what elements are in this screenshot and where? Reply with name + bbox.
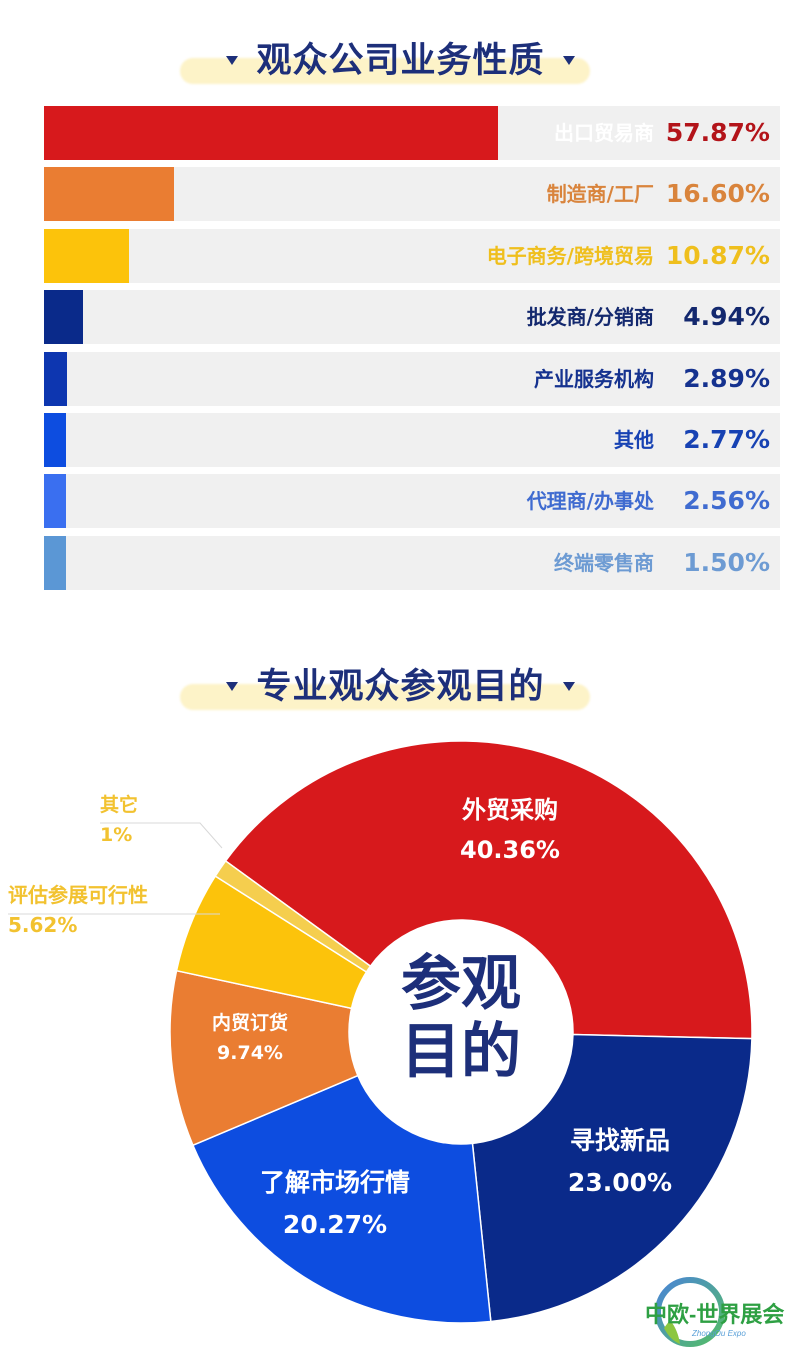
bar-value: 10.87% bbox=[665, 240, 770, 270]
bar-row: 代理商/办事处 2.56% bbox=[44, 474, 780, 529]
bar-row: 电子商务/跨境贸易 10.87% bbox=[44, 228, 780, 283]
slice-label-domestic-orders: 内贸订货 9.74% bbox=[211, 1012, 288, 1064]
bar-fill bbox=[44, 351, 67, 406]
bar-fill bbox=[44, 167, 175, 222]
bar-row: 终端零售商 1.50% bbox=[44, 535, 780, 590]
bar-fill bbox=[44, 106, 498, 160]
section2-title: 专业观众参观目的 bbox=[0, 650, 801, 710]
bar-fill bbox=[44, 228, 130, 283]
section1-title: 观众公司业务性质 bbox=[0, 24, 801, 84]
bar-value: 16.60% bbox=[665, 179, 770, 209]
bar-label: 制造商/工厂 bbox=[546, 182, 654, 207]
title-highlight bbox=[180, 684, 590, 710]
globe-icon: 中欧-世界展会 ZhongOu Expo bbox=[645, 1277, 784, 1347]
bar-label: 产业服务机构 bbox=[534, 366, 654, 391]
bar-value: 4.94% bbox=[683, 302, 770, 332]
bar-row: 其他 2.77% bbox=[44, 413, 780, 467]
triangle-down-icon bbox=[562, 55, 575, 65]
ext-label-other: 其它 1% bbox=[100, 794, 139, 846]
bar-value: 2.89% bbox=[683, 363, 770, 393]
bar-row: 批发商/分销商 4.94% bbox=[44, 290, 780, 345]
triangle-down-icon bbox=[562, 681, 575, 691]
bar-fill bbox=[44, 290, 83, 345]
bar-value: 1.50% bbox=[683, 547, 770, 577]
triangle-down-icon bbox=[226, 681, 239, 691]
bar-label: 终端零售商 bbox=[554, 550, 654, 575]
bar-fill bbox=[44, 474, 66, 529]
bar-label: 批发商/分销商 bbox=[526, 305, 654, 330]
bar-label: 其他 bbox=[614, 428, 654, 452]
slice-label-new-products: 寻找新品 23.00% bbox=[567, 1126, 673, 1197]
bar-label: 出口贸易商 bbox=[554, 121, 654, 145]
svg-text:ZhongOu Expo: ZhongOu Expo bbox=[691, 1329, 746, 1338]
donut-hole bbox=[349, 920, 573, 1144]
section1-title-text: 观众公司业务性质 bbox=[256, 41, 545, 81]
title-highlight bbox=[180, 58, 590, 84]
bar-row: 出口贸易商 57.87% bbox=[44, 106, 780, 160]
donut-center-label: 参观 目的 bbox=[401, 949, 521, 1087]
bar-fill bbox=[44, 413, 66, 467]
bar-value: 2.56% bbox=[683, 486, 770, 516]
bar-row: 制造商/工厂 16.60% bbox=[44, 167, 780, 222]
section2-title-text: 专业观众参观目的 bbox=[256, 667, 545, 707]
ext-label-feasibility: 评估参展可行性 5.62% bbox=[8, 883, 148, 937]
slice-label-foreign-trade: 外贸采购 40.36% bbox=[460, 796, 560, 864]
bar-label: 电子商务/跨境贸易 bbox=[486, 243, 654, 268]
leader-line bbox=[100, 822, 223, 849]
bar-fill bbox=[44, 535, 66, 590]
slice-label-market-info: 了解市场行情 20.27% bbox=[259, 1168, 410, 1239]
bar-row: 产业服务机构 2.89% bbox=[44, 351, 780, 406]
triangle-down-icon bbox=[226, 55, 239, 65]
svg-text:中欧-世界展会: 中欧-世界展会 bbox=[645, 1302, 784, 1327]
bar-value: 2.77% bbox=[683, 425, 770, 454]
zhongou-expo-logo: 中欧-世界展会 ZhongOu Expo bbox=[640, 1270, 800, 1350]
bar-label: 代理商/办事处 bbox=[526, 489, 654, 514]
bar-value: 57.87% bbox=[665, 118, 770, 147]
